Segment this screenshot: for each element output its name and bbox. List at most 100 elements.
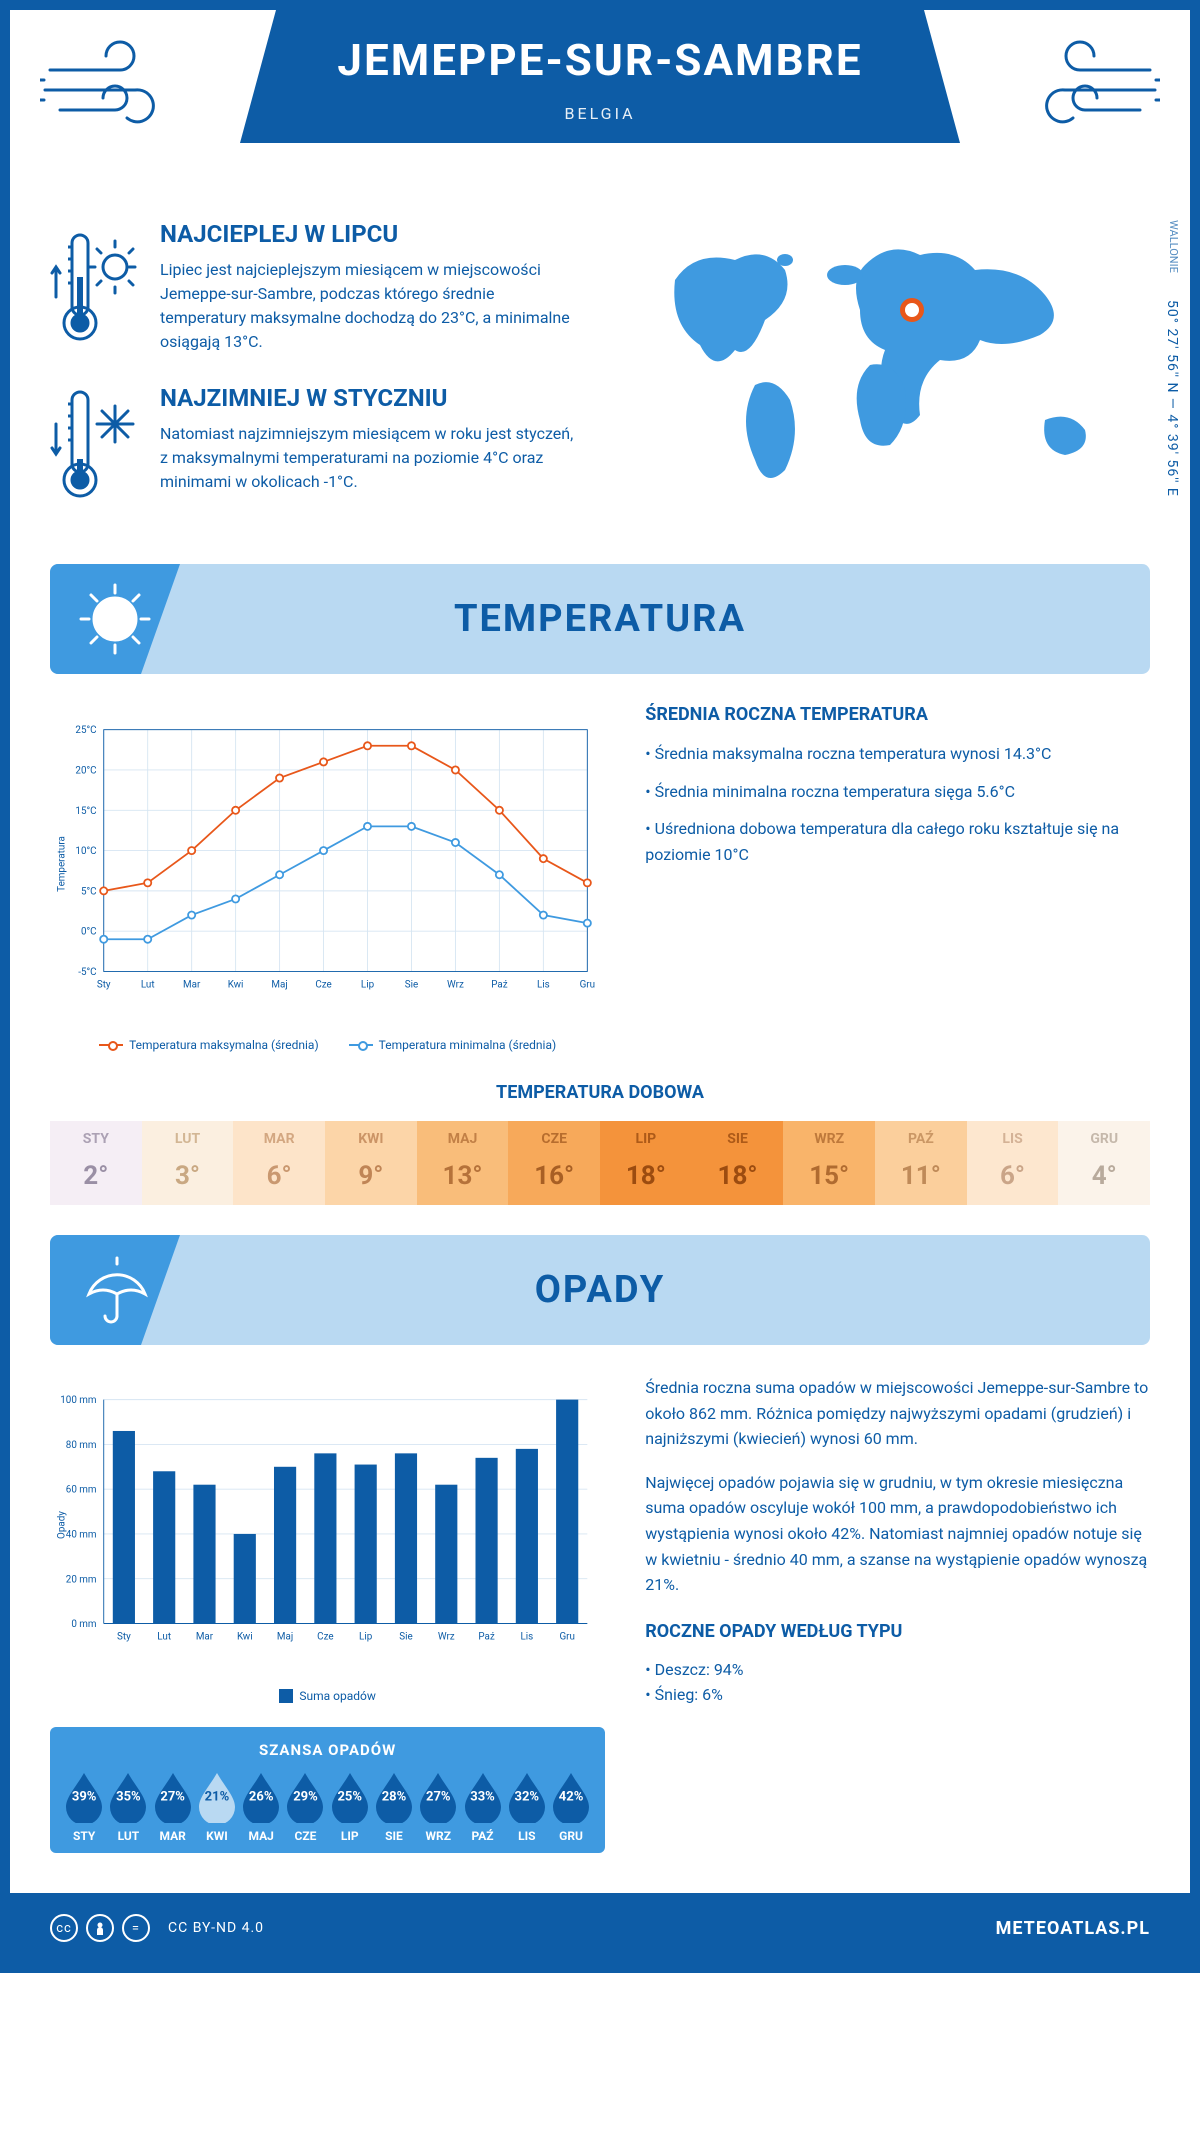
chance-item: 35% LUT bbox=[106, 1769, 150, 1843]
daily-month: GRU bbox=[1062, 1131, 1146, 1147]
daily-temp-title: TEMPERATURA DOBOWA bbox=[50, 1082, 1150, 1103]
daily-value: 18° bbox=[696, 1161, 780, 1191]
footer: cc = CC BY-ND 4.0 METEOATLAS.PL bbox=[10, 1893, 1190, 1963]
chance-value: 33% bbox=[470, 1790, 495, 1805]
raindrop-icon: 25% bbox=[328, 1769, 372, 1823]
header: JEMEPPE-SUR-SAMBRE BELGIA bbox=[10, 10, 1190, 210]
precip-legend: Suma opadów bbox=[50, 1689, 605, 1703]
nd-icon: = bbox=[122, 1914, 150, 1942]
precip-bar-chart: 0 mm20 mm40 mm60 mm80 mm100 mmOpadyStyLu… bbox=[50, 1375, 605, 1675]
daily-cell: LUT3° bbox=[142, 1121, 234, 1205]
precip-legend-label: Suma opadów bbox=[299, 1689, 376, 1703]
chance-value: 21% bbox=[205, 1790, 230, 1805]
daily-cell: MAJ13° bbox=[417, 1121, 509, 1205]
precip-banner-title: OPADY bbox=[535, 1268, 666, 1312]
svg-text:Paź: Paź bbox=[491, 980, 508, 991]
daily-value: 18° bbox=[604, 1161, 688, 1191]
precip-type-item: • Deszcz: 94% bbox=[645, 1657, 1150, 1683]
svg-text:Lip: Lip bbox=[361, 980, 375, 991]
temp-legend: Temperatura maksymalna (średnia) Tempera… bbox=[50, 1038, 605, 1052]
precip-para-2: Najwięcej opadów pojawia się w grudniu, … bbox=[645, 1470, 1150, 1598]
svg-text:Wrz: Wrz bbox=[447, 980, 464, 991]
thermometer-cold-icon bbox=[50, 384, 140, 504]
chance-month: LUT bbox=[106, 1829, 150, 1843]
fact-cold: NAJZIMNIEJ W STYCZNIU Natomiast najzimni… bbox=[50, 384, 580, 504]
raindrop-icon: 35% bbox=[106, 1769, 150, 1823]
svg-text:Lut: Lut bbox=[141, 980, 155, 991]
svg-text:Lis: Lis bbox=[520, 1632, 533, 1643]
daily-cell: STY2° bbox=[50, 1121, 142, 1205]
coords-label: 50° 27' 56'' N — 4° 39' 56'' E bbox=[1164, 300, 1180, 497]
svg-text:20 mm: 20 mm bbox=[66, 1574, 97, 1585]
chance-month: STY bbox=[62, 1829, 106, 1843]
chance-value: 26% bbox=[249, 1790, 274, 1805]
svg-text:0°C: 0°C bbox=[81, 927, 97, 938]
daily-month: LIS bbox=[971, 1131, 1055, 1147]
chance-value: 35% bbox=[116, 1790, 141, 1805]
precip-by-type-title: ROCZNE OPADY WEDŁUG TYPU bbox=[645, 1618, 1150, 1647]
world-map-svg bbox=[620, 220, 1150, 500]
daily-cell: GRU4° bbox=[1058, 1121, 1150, 1205]
by-icon bbox=[86, 1914, 114, 1942]
chance-item: 33% PAŹ bbox=[461, 1769, 505, 1843]
chance-month: PAŹ bbox=[461, 1829, 505, 1843]
svg-text:Maj: Maj bbox=[277, 1632, 293, 1643]
daily-value: 13° bbox=[421, 1161, 505, 1191]
chance-item: 39% STY bbox=[62, 1769, 106, 1843]
license-block: cc = CC BY-ND 4.0 bbox=[50, 1914, 264, 1942]
region-label: WALLONIE bbox=[1167, 220, 1180, 273]
chance-value: 27% bbox=[160, 1790, 185, 1805]
raindrop-icon: 28% bbox=[372, 1769, 416, 1823]
fact-warm-text: Lipiec jest najcieplejszym miesiącem w m… bbox=[160, 258, 580, 354]
map-marker bbox=[900, 298, 924, 322]
chance-value: 27% bbox=[426, 1790, 451, 1805]
daily-month: LUT bbox=[146, 1131, 230, 1147]
world-map bbox=[620, 220, 1150, 504]
daily-value: 6° bbox=[237, 1161, 321, 1191]
chance-item: 26% MAJ bbox=[239, 1769, 283, 1843]
svg-text:Wrz: Wrz bbox=[438, 1632, 455, 1643]
raindrop-icon: 32% bbox=[505, 1769, 549, 1823]
svg-text:Sty: Sty bbox=[97, 980, 111, 991]
svg-text:15°C: 15°C bbox=[75, 806, 96, 817]
temp-stats-list: Średnia maksymalna roczna temperatura wy… bbox=[645, 741, 1150, 867]
temp-banner: TEMPERATURA bbox=[50, 564, 1150, 674]
daily-value: 2° bbox=[54, 1161, 138, 1191]
chance-title: SZANSA OPADÓW bbox=[62, 1741, 593, 1759]
temp-stat-item: Średnia maksymalna roczna temperatura wy… bbox=[645, 741, 1150, 767]
precip-by-type-list: • Deszcz: 94%• Śnieg: 6% bbox=[645, 1657, 1150, 1708]
raindrop-icon: 26% bbox=[239, 1769, 283, 1823]
chance-value: 32% bbox=[515, 1790, 540, 1805]
svg-text:Lut: Lut bbox=[157, 1632, 171, 1643]
daily-temp-table: STY2°LUT3°MAR6°KWI9°MAJ13°CZE16°LIP18°SI… bbox=[50, 1121, 1150, 1205]
site-name: METEOATLAS.PL bbox=[996, 1918, 1150, 1939]
svg-text:-5°C: -5°C bbox=[78, 967, 96, 978]
legend-min: Temperatura minimalna (średnia) bbox=[379, 1038, 557, 1052]
chance-month: CZE bbox=[283, 1829, 327, 1843]
chance-item: 25% LIP bbox=[328, 1769, 372, 1843]
daily-value: 11° bbox=[879, 1161, 963, 1191]
chance-item: 27% MAR bbox=[151, 1769, 195, 1843]
chance-item: 28% SIE bbox=[372, 1769, 416, 1843]
svg-text:Mar: Mar bbox=[196, 1632, 214, 1643]
svg-text:Opady: Opady bbox=[56, 1511, 67, 1539]
chance-item: 21% KWI bbox=[195, 1769, 239, 1843]
chance-box: SZANSA OPADÓW 39% STY 35% LUT 27% MAR 21… bbox=[50, 1727, 605, 1853]
temp-stat-item: Średnia minimalna roczna temperatura się… bbox=[645, 779, 1150, 805]
raindrop-icon: 21% bbox=[195, 1769, 239, 1823]
umbrella-icon bbox=[75, 1250, 155, 1330]
daily-cell: LIS6° bbox=[967, 1121, 1059, 1205]
svg-text:5°C: 5°C bbox=[81, 886, 97, 897]
daily-value: 9° bbox=[329, 1161, 413, 1191]
svg-text:20°C: 20°C bbox=[75, 766, 96, 777]
svg-text:100 mm: 100 mm bbox=[60, 1395, 96, 1406]
daily-value: 16° bbox=[512, 1161, 596, 1191]
svg-text:Cze: Cze bbox=[317, 1632, 333, 1643]
chance-item: 42% GRU bbox=[549, 1769, 593, 1843]
daily-cell: MAR6° bbox=[233, 1121, 325, 1205]
sun-icon bbox=[75, 579, 155, 659]
daily-month: CZE bbox=[512, 1131, 596, 1147]
svg-text:0 mm: 0 mm bbox=[71, 1619, 96, 1630]
chance-item: 32% LIS bbox=[505, 1769, 549, 1843]
svg-text:Lip: Lip bbox=[359, 1632, 373, 1643]
